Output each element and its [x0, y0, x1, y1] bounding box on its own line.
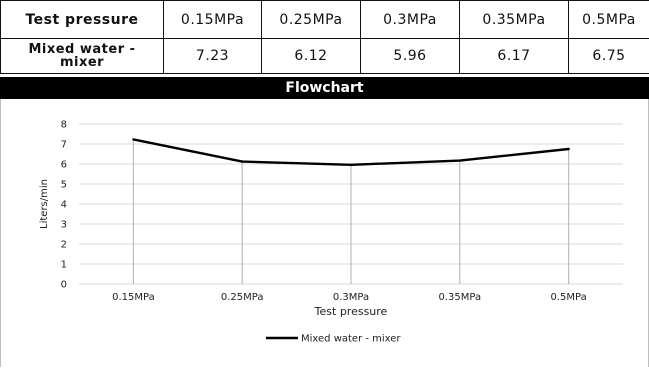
table-cell: 5.96: [361, 39, 460, 74]
table-row-label: Mixed water - mixer: [1, 39, 164, 74]
table-header-row: Test pressure 0.15MPa 0.25MPa 0.3MPa 0.3…: [1, 1, 649, 39]
table-row: Mixed water - mixer 7.23 6.12 5.96 6.17 …: [1, 39, 649, 74]
table-cell: 6.75: [569, 39, 649, 74]
data-point: [567, 148, 569, 150]
y-tick-label: 8: [61, 120, 67, 131]
x-tick-label: 0.35MPa: [438, 292, 481, 303]
chart-area: 0 1 2 3 4 5 6 7 8 0.15MPa 0.25MPa 0.3MPa 0.35MPa 0.5M…: [0, 99, 649, 367]
y-tick-label: 7: [61, 140, 67, 151]
data-point: [350, 164, 352, 166]
y-axis-title: Liters/min: [39, 179, 50, 229]
table-header-cell: 0.25MPa: [262, 1, 361, 39]
pressure-table: Test pressure 0.15MPa 0.25MPa 0.3MPa 0.3…: [0, 0, 649, 74]
data-point: [241, 160, 243, 162]
table-header-cell: 0.35MPa: [460, 1, 569, 39]
y-tick-label: 3: [61, 220, 67, 231]
table-header-cell: 0.5MPa: [569, 1, 649, 39]
y-tick-label: 2: [61, 240, 67, 251]
table-cell: 6.12: [262, 39, 361, 74]
series-line: [133, 139, 568, 164]
legend-label: Mixed water - mixer: [301, 334, 401, 345]
x-axis-title: Test pressure: [314, 305, 388, 318]
data-point: [459, 159, 461, 161]
y-tick-label: 6: [61, 160, 67, 171]
table-header-cell: 0.15MPa: [164, 1, 262, 39]
x-tick-label: 0.25MPa: [221, 292, 264, 303]
table-cell: 7.23: [164, 39, 262, 74]
y-tick-label: 0: [61, 280, 67, 291]
section-title: Flowchart: [0, 77, 649, 99]
flow-chart: 0 1 2 3 4 5 6 7 8 0.15MPa 0.25MPa 0.3MPa 0.35MPa 0.5M…: [1, 99, 648, 367]
x-tick-label: 0.3MPa: [333, 292, 369, 303]
y-tick-label: 4: [61, 200, 67, 211]
x-tick-label: 0.5MPa: [550, 292, 586, 303]
table-cell: 6.17: [460, 39, 569, 74]
y-tick-label: 5: [61, 180, 67, 191]
table-header-label: Test pressure: [1, 1, 164, 39]
data-point: [132, 138, 134, 140]
table-header-cell: 0.3MPa: [361, 1, 460, 39]
x-tick-label: 0.15MPa: [112, 292, 155, 303]
y-tick-label: 1: [61, 260, 67, 271]
